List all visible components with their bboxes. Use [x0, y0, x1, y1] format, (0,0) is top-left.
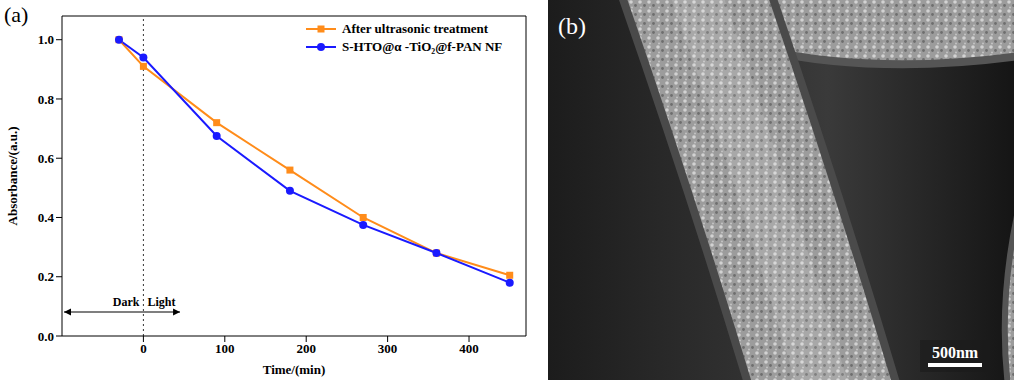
svg-text:0.8: 0.8 — [38, 92, 55, 107]
svg-text:0: 0 — [140, 341, 147, 356]
svg-text:Time/(min): Time/(min) — [263, 362, 326, 377]
svg-text:200: 200 — [296, 341, 316, 356]
svg-text:Light: Light — [147, 295, 175, 309]
svg-text:0.4: 0.4 — [38, 210, 55, 225]
svg-text:500nm: 500nm — [932, 344, 979, 361]
html-text:After ultrasonic treatment: After ultrasonic treatment — [342, 21, 489, 36]
svg-text:0.0: 0.0 — [38, 329, 54, 344]
html-text:(a): (a) — [4, 2, 29, 27]
svg-text:100: 100 — [215, 341, 235, 356]
svg-text:Dark: Dark — [113, 295, 140, 309]
svg-text:400: 400 — [459, 341, 479, 356]
svg-text:1.0: 1.0 — [38, 32, 54, 47]
svg-text:300: 300 — [378, 341, 398, 356]
html-text:S-HTO@α -TiO₂@f-PAN NF: S-HTO@α -TiO₂@f-PAN NF — [342, 39, 503, 54]
svg-text:(b): (b) — [558, 13, 586, 39]
svg-text:0.6: 0.6 — [38, 151, 55, 166]
svg-text:0.2: 0.2 — [38, 269, 54, 284]
svg-text:Absorbance/(a.u.): Absorbance/(a.u.) — [5, 127, 20, 226]
